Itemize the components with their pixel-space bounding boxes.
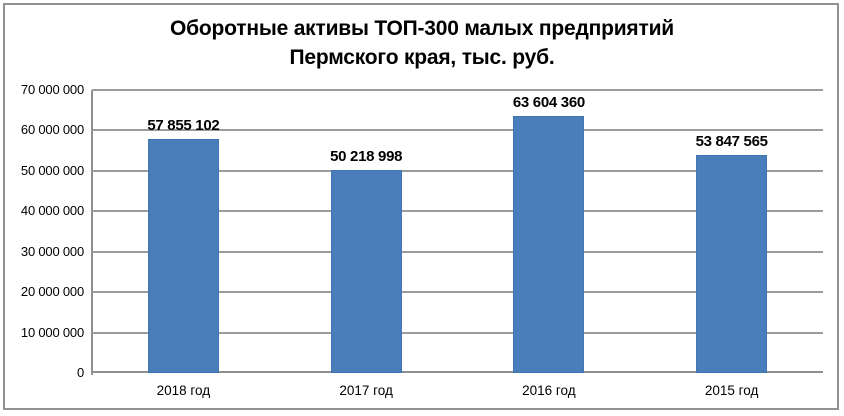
bar-value-label: 57 855 102 [147, 117, 220, 135]
bar-value-label: 63 604 360 [512, 93, 585, 111]
y-axis-label: 60 000 000 [20, 122, 84, 138]
x-axis-tick-labels: 2018 год 2017 год 2016 год 2015 год [92, 382, 823, 400]
gridline [92, 210, 823, 213]
gridline [92, 250, 823, 253]
gridline [92, 169, 823, 172]
y-axis-label: 30 000 000 [20, 243, 84, 259]
x-axis-line [92, 371, 823, 373]
bar-2015 [696, 155, 768, 373]
bar-2016 [513, 115, 585, 373]
bar-column-2015: 53 847 565 [640, 90, 823, 373]
x-axis-label-2016: 2016 год [522, 383, 576, 398]
y-axis-line [91, 90, 93, 375]
bar-2017 [330, 170, 402, 373]
bar-column-2017: 50 218 998 [275, 90, 458, 373]
chart-title: Оборотные активы ТОП-300 малых предприят… [0, 14, 844, 72]
y-axis-label: 40 000 000 [20, 203, 84, 219]
gridline [92, 89, 823, 91]
bar-series: 57 855 102 50 218 998 63 604 360 53 847 … [92, 90, 823, 373]
bar-column-2018: 57 855 102 [92, 90, 275, 373]
y-axis-label: 0 [76, 365, 84, 380]
y-axis-label: 70 000 000 [20, 82, 84, 97]
x-axis-label-2015: 2015 год [704, 383, 759, 398]
y-axis-label: 10 000 000 [20, 324, 84, 340]
y-axis-label: 20 000 000 [20, 284, 84, 300]
y-axis-label: 50 000 000 [20, 162, 84, 178]
x-axis-label-2018: 2018 год [156, 383, 211, 398]
gridline [92, 291, 823, 294]
x-axis-label-2017: 2017 год [339, 383, 393, 398]
chart-title-line2: Пермского края, тыс. руб. [289, 46, 555, 69]
bar-column-2016: 63 604 360 [458, 90, 641, 373]
gridline [92, 331, 823, 334]
plot-area: 57 855 102 50 218 998 63 604 360 53 847 … [92, 89, 823, 373]
chart-title-line1: Оборотные активы ТОП-300 малых предприят… [170, 17, 674, 40]
bar-value-label: 53 847 565 [695, 133, 768, 151]
bar-2018 [147, 139, 219, 373]
gridline [92, 129, 823, 132]
bar-value-label: 50 218 998 [330, 148, 403, 165]
